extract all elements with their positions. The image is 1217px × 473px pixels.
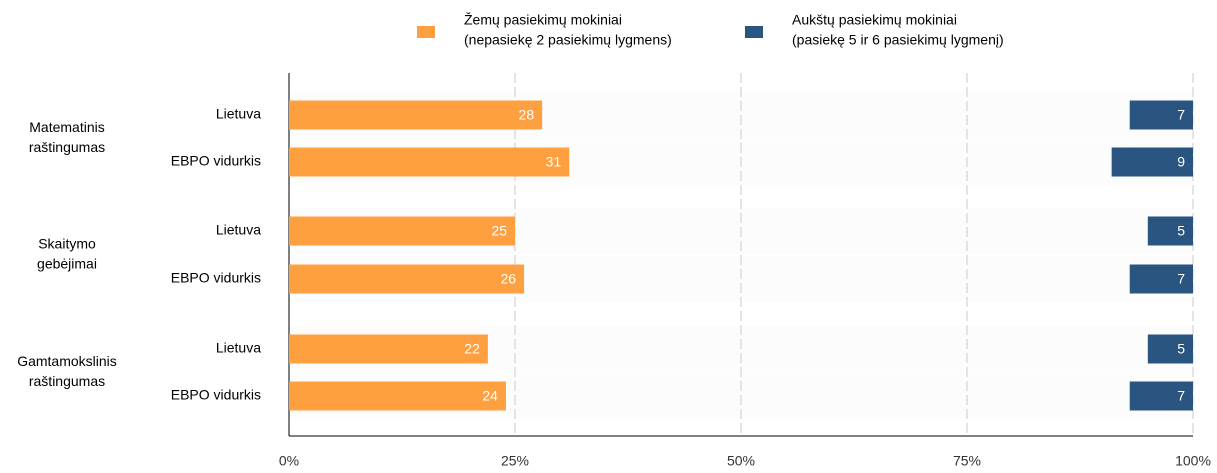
group-label: raštingumas — [29, 139, 105, 155]
legend-label: Aukštų pasiekimų mokiniai — [792, 12, 957, 28]
legend-swatch — [745, 26, 763, 38]
bar — [1129, 264, 1193, 294]
bar — [289, 264, 525, 294]
data-label: 7 — [1177, 107, 1185, 123]
group-label: Matematinis — [29, 119, 104, 135]
data-label: 5 — [1177, 341, 1185, 357]
data-label: 22 — [464, 341, 480, 357]
group-label: Gamtamokslinis — [17, 353, 117, 369]
category-label: Lietuva — [216, 222, 261, 238]
bar — [289, 334, 488, 364]
bar — [289, 216, 515, 246]
x-tick-label: 75% — [953, 453, 981, 468]
bar — [1111, 147, 1193, 177]
data-label: 25 — [491, 223, 507, 239]
legend-label: (nepasiekę 2 pasiekimų lygmens) — [464, 32, 672, 48]
bar — [289, 147, 570, 177]
category-label: EBPO vidurkis — [171, 270, 261, 286]
data-label: 24 — [482, 388, 498, 404]
data-label: 5 — [1177, 223, 1185, 239]
data-label: 9 — [1177, 154, 1185, 170]
group-label: gebėjimai — [37, 256, 97, 272]
bar — [1129, 381, 1193, 411]
x-tick-label: 0% — [279, 453, 299, 468]
x-tick-label: 100% — [1175, 453, 1211, 468]
category-label: Lietuva — [216, 106, 261, 122]
group-label: Skaitymo — [38, 236, 96, 252]
group-label: raštingumas — [29, 373, 105, 389]
data-label: 7 — [1177, 388, 1185, 404]
category-label: EBPO vidurkis — [171, 387, 261, 403]
bar — [1147, 334, 1193, 364]
data-label: 28 — [519, 107, 535, 123]
data-label: 7 — [1177, 271, 1185, 287]
bar — [289, 100, 543, 130]
data-label: 31 — [546, 154, 562, 170]
bar — [1147, 216, 1193, 246]
category-label: EBPO vidurkis — [171, 153, 261, 169]
legend-label: Žemų pasiekimų mokiniai — [464, 12, 622, 28]
x-tick-label: 25% — [501, 453, 529, 468]
x-tick-label: 50% — [727, 453, 755, 468]
legend-label: (pasiekę 5 ir 6 pasiekimų lygmenį) — [792, 32, 1004, 48]
legend-swatch — [417, 26, 435, 38]
data-label: 26 — [500, 271, 516, 287]
bar — [1129, 100, 1193, 130]
category-label: Lietuva — [216, 340, 261, 356]
bar — [289, 381, 506, 411]
